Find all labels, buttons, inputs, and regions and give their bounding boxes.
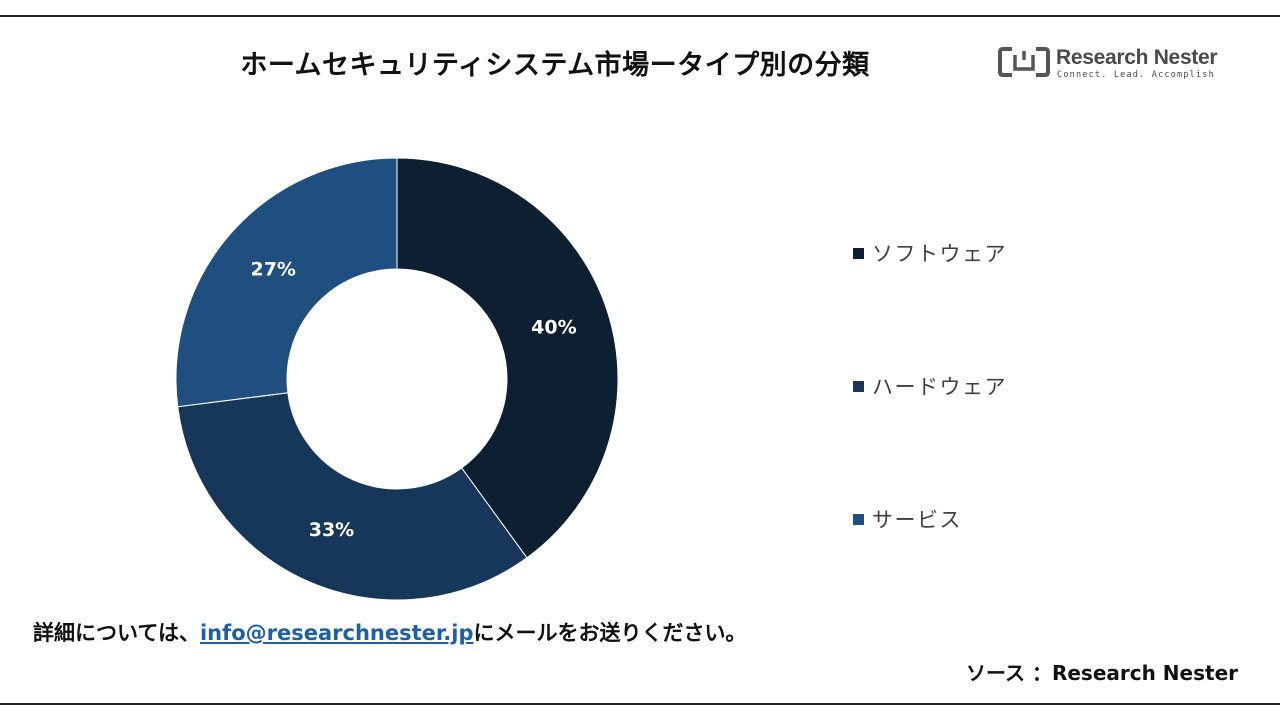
- logo-name: Research Nester: [1056, 46, 1218, 69]
- legend-swatch-hardware: [853, 380, 864, 392]
- donut-slice-software: [396, 157, 619, 559]
- legend-item-service: サービス: [853, 504, 962, 534]
- legend-swatch-service: [853, 513, 864, 525]
- legend-item-hardware: ハードウェア: [853, 371, 1007, 401]
- contact-email-link[interactable]: info@researchnester.jp: [199, 621, 474, 645]
- slice-value-label-hardware: 33%: [309, 519, 354, 541]
- slice-value-label-service: 27%: [250, 258, 295, 280]
- contact-note: 詳細については、info@researchnester.jpにメールをお送りくだ…: [33, 617, 746, 647]
- legend-swatch-software: [853, 247, 864, 259]
- chart-title: ホームセキュリティシステム市場ータイプ別の分類: [240, 50, 870, 81]
- legend-label-software: ソフトウェア: [872, 242, 1007, 266]
- donut-slice-hardware: [177, 392, 528, 601]
- research-nester-logo: Research Nester Connect. Lead. Accomplis…: [998, 46, 1228, 86]
- logo-mark-icon: [998, 47, 1050, 77]
- legend-label-service: サービス: [872, 508, 962, 532]
- slice-value-label-software: 40%: [531, 317, 576, 339]
- logo-tagline: Connect. Lead. Accomplish: [1057, 70, 1215, 80]
- contact-note-suffix: にメールをお送りください。: [473, 621, 747, 645]
- legend-item-software: ソフトウェア: [853, 238, 1007, 268]
- top-border-line: [0, 15, 1280, 17]
- source-credit: ソース ：Research Nester: [965, 661, 1238, 685]
- donut-slice-service: [175, 157, 398, 408]
- legend-label-hardware: ハードウェア: [872, 375, 1007, 399]
- bottom-border-line: [0, 703, 1280, 705]
- contact-note-prefix: 詳細については、: [33, 621, 200, 645]
